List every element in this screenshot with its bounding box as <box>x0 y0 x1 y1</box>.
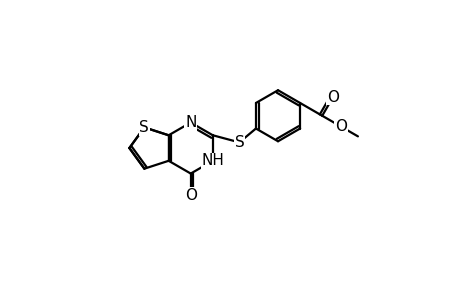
Text: O: O <box>334 119 346 134</box>
Text: NH: NH <box>201 153 224 168</box>
Text: O: O <box>326 90 338 105</box>
Text: N: N <box>185 115 196 130</box>
Text: O: O <box>185 188 196 202</box>
Text: S: S <box>234 135 244 150</box>
Text: S: S <box>139 120 149 135</box>
